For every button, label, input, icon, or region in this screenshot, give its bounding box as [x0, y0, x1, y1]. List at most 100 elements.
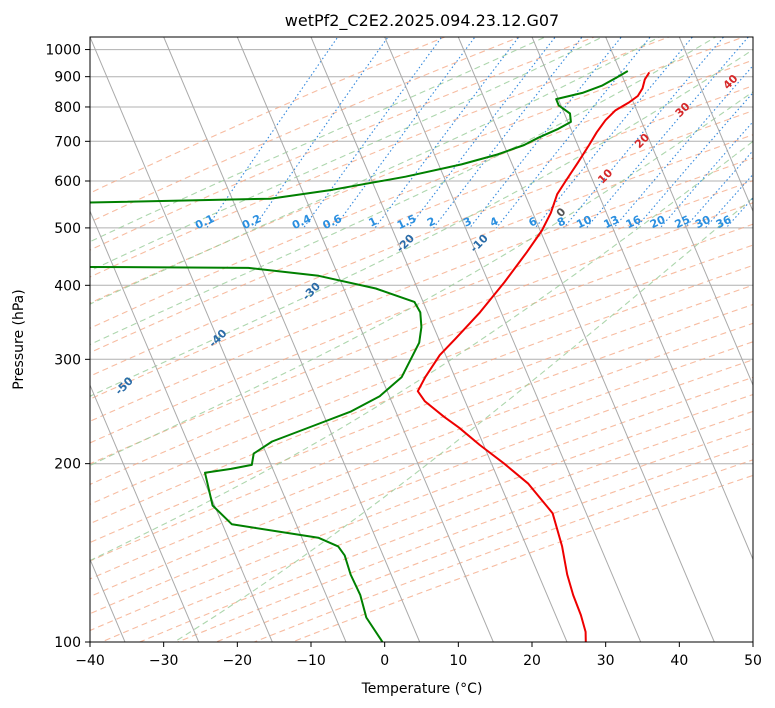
x-tick-label: −10: [296, 653, 326, 669]
mixing-ratio-label: 0.6: [321, 212, 344, 232]
isotherm-line: [90, 37, 347, 642]
isotherm-line: [163, 37, 421, 642]
dewpoint-profile: [90, 70, 629, 642]
mixing-ratio-label: 20: [648, 213, 668, 231]
isotherm-line: [752, 37, 753, 39]
mixing-ratio-label: 30: [693, 213, 713, 231]
dry-adiabat-line: [100, 393, 753, 642]
y-tick-label: 200: [54, 457, 81, 473]
x-tick-label: −20: [223, 653, 253, 669]
moist-adiabat-line: [90, 37, 717, 346]
x-tick-label: 20: [523, 653, 541, 669]
x-tick-label: 40: [670, 653, 688, 669]
moist-adiabat-line: [90, 37, 604, 272]
isotherm-line: [90, 383, 200, 642]
mixing-ratio-line: [586, 37, 750, 229]
y-axis-label: Pressure (hPa): [11, 289, 27, 389]
x-tick-label: 10: [449, 653, 467, 669]
x-tick-label: 50: [744, 653, 762, 669]
isobar-gridlines: [90, 49, 753, 465]
mixing-ratio-line: [495, 37, 651, 229]
dry-adiabat-line: [90, 303, 753, 562]
dry-adiabat-line: [90, 37, 671, 278]
mixing-ratio-line: [725, 197, 753, 229]
y-tick-label: 400: [54, 278, 81, 294]
mixing-ratio-label: 25: [673, 213, 692, 231]
mixing-ratio-line: [613, 64, 753, 229]
isotherm-line: [678, 37, 753, 213]
mixing-ratio-label: 0.4: [290, 212, 313, 232]
isotherm-line: [457, 37, 715, 642]
isotherm-line: [384, 37, 642, 642]
moist-adiabat-label: 30: [673, 100, 693, 120]
line-labels: -100-90-80-70-60-50-40-30-20-100.10.20.4…: [21, 72, 741, 438]
moist-adiabat-line: [90, 140, 753, 562]
dry-adiabat-label: -40: [206, 326, 229, 349]
plot-area: -100-90-80-70-60-50-40-30-20-100.10.20.4…: [21, 37, 753, 642]
y-tick-label: 1000: [45, 43, 81, 59]
y-tick-label: 500: [54, 221, 81, 237]
dry-adiabat-line: [90, 180, 753, 444]
dry-adiabat-line: [176, 427, 753, 642]
mixing-ratio-label: 4: [488, 214, 501, 229]
dry-adiabat-line: [90, 85, 753, 354]
dry-adiabat-line: [90, 284, 753, 544]
y-tick-label: 600: [54, 174, 81, 190]
moist-adiabat-line: [90, 37, 547, 243]
dry-adiabats: [90, 37, 753, 642]
moist-adiabats: [90, 37, 753, 642]
mixing-ratio-label: 3: [461, 215, 473, 230]
moist-adiabat-line: [90, 91, 753, 466]
mixing-ratio-line: [303, 37, 443, 229]
isotherm-line: [90, 209, 273, 642]
dry-adiabat-line: [90, 134, 753, 400]
dry-adiabat-line: [90, 202, 753, 465]
isotherm-line: [310, 37, 568, 642]
dry-adiabat-label: -20: [394, 232, 417, 255]
dry-adiabat-line: [90, 37, 447, 194]
y-tick-label: 900: [54, 70, 81, 86]
dry-adiabat-line: [90, 157, 753, 422]
x-tick-label: 0: [380, 653, 389, 669]
mixing-ratio-line: [563, 37, 725, 229]
moist-adiabat-line: [90, 37, 661, 305]
mixing-ratio-line: [374, 37, 520, 229]
y-tick-label: 300: [54, 352, 81, 368]
x-axis-ticks: −40 −30 −20 −10 0 10 20 30 40 50: [75, 642, 762, 669]
mixing-ratio-line: [534, 37, 694, 229]
temperature-profile: [416, 71, 651, 642]
mixing-ratio-label: 0.1: [193, 212, 216, 232]
dry-adiabat-label: -30: [300, 280, 323, 303]
mixing-ratio-label: 2: [425, 215, 437, 230]
y-tick-label: 700: [54, 134, 81, 150]
y-axis-ticks: 100 200 300 400 500 600 700 800 900 1000: [45, 43, 90, 651]
mixing-ratio-label: 1: [367, 215, 379, 230]
mixing-ratio-label: 6: [527, 214, 540, 229]
y-tick-label: 800: [54, 100, 81, 116]
dry-adiabat-line: [90, 376, 753, 632]
mixing-ratio-line: [635, 91, 753, 229]
dry-adiabat-label: -60: [21, 415, 44, 438]
y-tick-label: 100: [54, 635, 81, 651]
mixing-ratio-label: 13: [602, 213, 621, 231]
mixing-ratio-label: 1.5: [395, 212, 418, 232]
x-tick-label: −30: [149, 653, 179, 669]
sounding-series: [90, 70, 651, 642]
mixing-ratio-line: [469, 37, 623, 229]
x-axis-label: Temperature (°C): [361, 681, 483, 697]
isotherm-line: [605, 37, 753, 387]
dry-adiabat-label: -50: [113, 374, 136, 397]
x-tick-label: −40: [75, 653, 105, 669]
mixing-ratio-line: [704, 173, 753, 229]
mixing-ratio-line: [333, 37, 476, 229]
isotherm-line: [236, 37, 494, 642]
dry-adiabat-line: [90, 37, 596, 251]
mixing-ratio-line: [253, 37, 389, 229]
mixing-ratio-label: 16: [624, 213, 644, 231]
moist-adiabat-label: 40: [721, 72, 741, 92]
mixing-ratio-lines: [206, 37, 753, 229]
moist-adiabat-line: [90, 49, 753, 397]
x-tick-label: 30: [597, 653, 615, 669]
chart-title: wetPf2_C2E2.2025.094.23.12.G07: [285, 11, 559, 31]
